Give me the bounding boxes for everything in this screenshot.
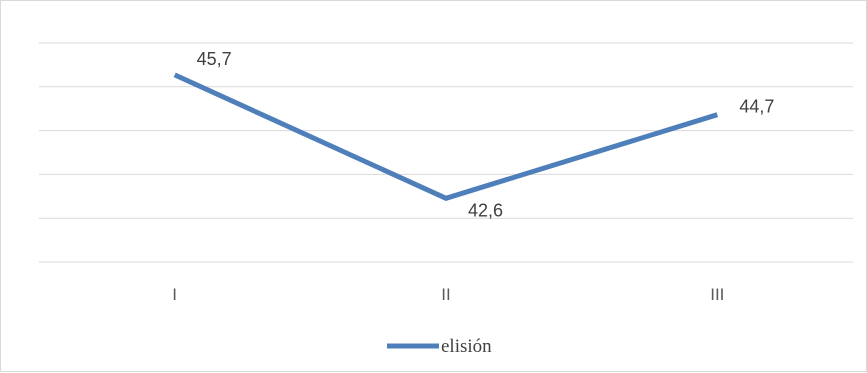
legend: elisión (387, 336, 492, 357)
data-label: 45,7 (197, 49, 232, 69)
data-label: 44,7 (739, 97, 774, 117)
series-line-0 (173, 72, 719, 201)
gridlines (39, 42, 853, 263)
x-tick-label: II (441, 285, 450, 304)
data-labels: 45,7 42,6 44,7 (197, 49, 775, 220)
legend-label: elisión (441, 336, 492, 357)
x-tick-label: I (172, 285, 177, 304)
data-label: 42,6 (468, 200, 503, 220)
x-tick-label: III (710, 285, 724, 304)
series-layer (173, 72, 719, 201)
x-axis-tick-labels: I II III (172, 285, 724, 304)
